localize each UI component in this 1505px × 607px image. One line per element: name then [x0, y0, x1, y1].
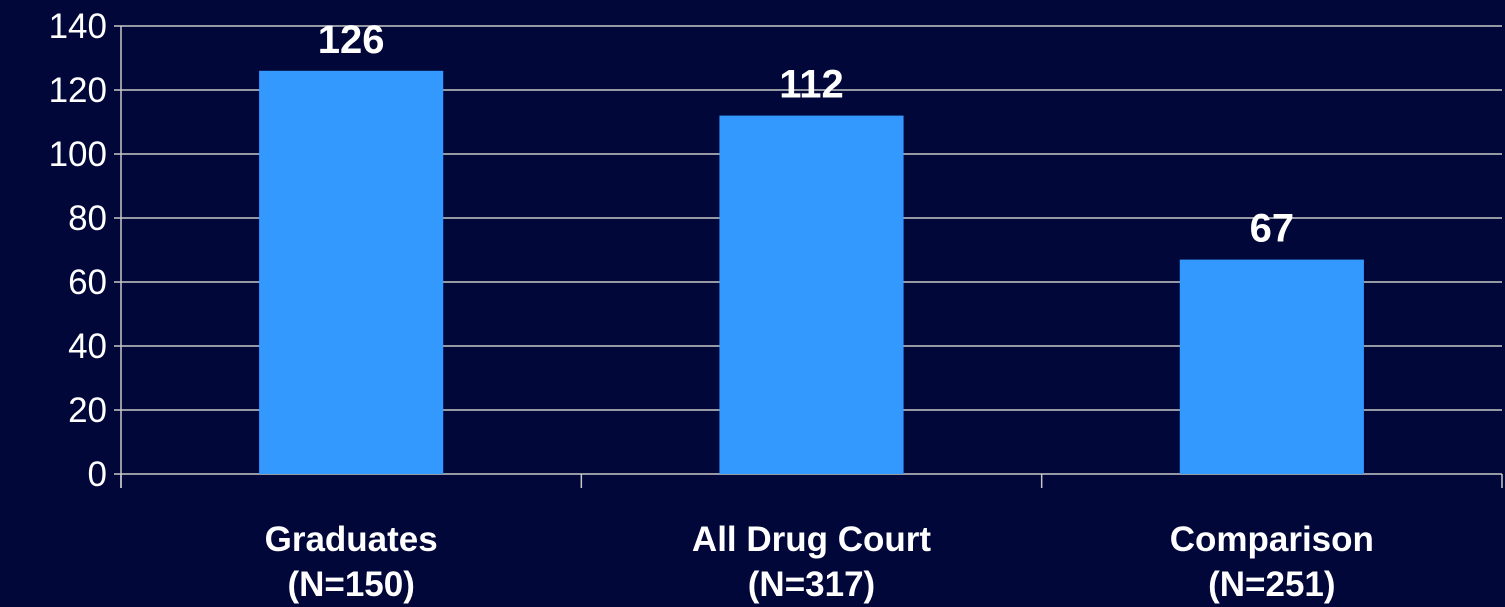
y-tick-labels: 0 20 40 60 80 100 120 140	[49, 7, 107, 494]
category-label: Graduates	[265, 520, 438, 559]
category-label: All Drug Court	[692, 520, 931, 559]
category-label: (N=251)	[1208, 565, 1335, 604]
bars	[259, 71, 1364, 474]
bar-value-label: 67	[1250, 207, 1295, 251]
y-tick-label: 80	[68, 199, 107, 238]
y-tick-label: 120	[49, 71, 107, 110]
category-label: Comparison	[1170, 520, 1374, 559]
bar-value-label: 112	[779, 63, 844, 107]
bar	[1180, 260, 1364, 474]
category-label: (N=317)	[748, 565, 875, 604]
bar	[259, 71, 443, 474]
y-tick-label: 40	[68, 327, 107, 366]
category-labels: Graduates (N=150) All Drug Court (N=317) Com…	[265, 520, 1374, 604]
y-tick-label: 0	[88, 455, 107, 494]
bar	[719, 116, 903, 474]
y-tick-label: 60	[68, 263, 107, 302]
category-label: (N=150)	[287, 565, 414, 604]
y-tick-label: 140	[49, 7, 107, 46]
y-tick-label: 20	[68, 391, 107, 430]
bar-value-label: 126	[318, 18, 385, 62]
y-tick-label: 100	[49, 135, 107, 174]
